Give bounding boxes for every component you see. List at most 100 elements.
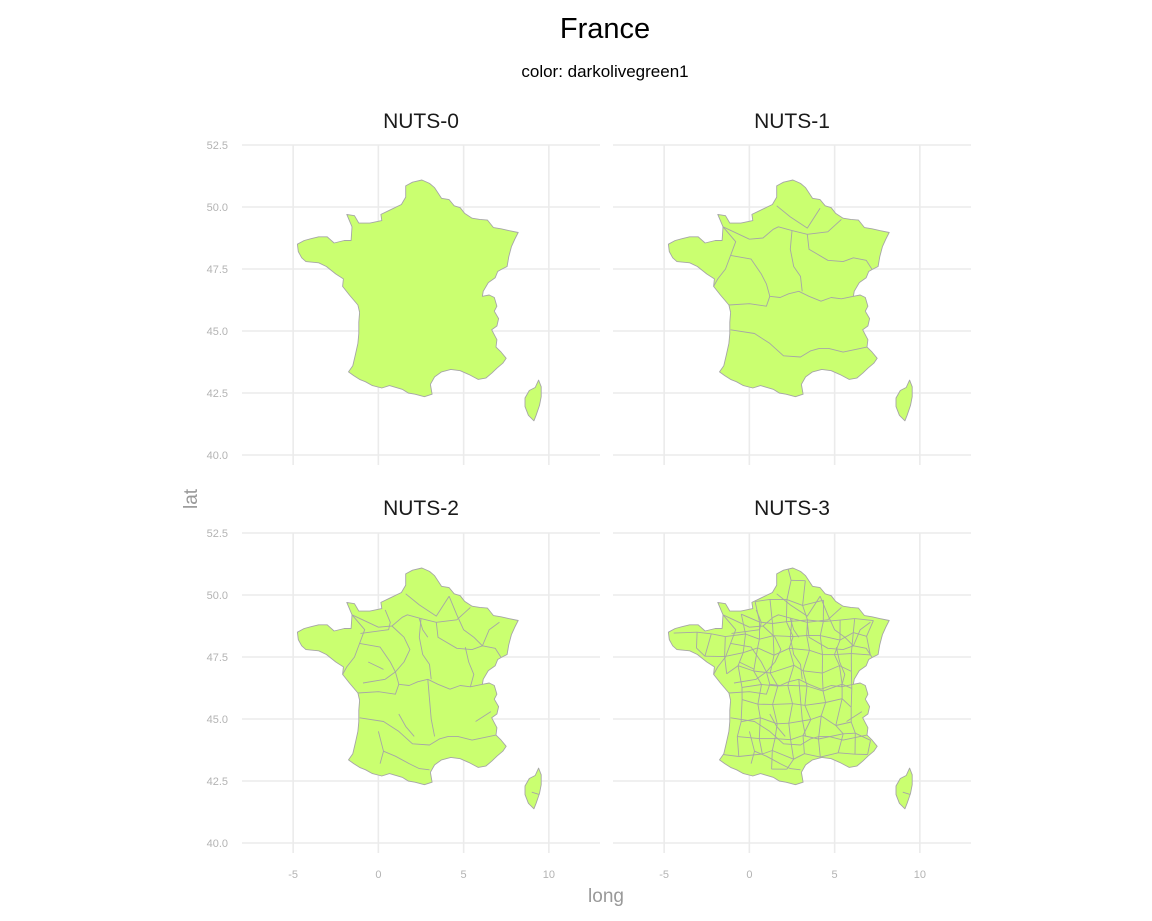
region-border bbox=[802, 670, 823, 674]
region-border bbox=[704, 633, 712, 657]
region-border bbox=[835, 725, 844, 735]
y-tick-label: 52.5 bbox=[207, 140, 228, 152]
region-border bbox=[753, 647, 759, 672]
corsica-region bbox=[524, 767, 542, 810]
region-border bbox=[810, 715, 822, 720]
region-border bbox=[802, 599, 824, 606]
region-border bbox=[761, 684, 778, 687]
region-border bbox=[737, 665, 743, 688]
region-border bbox=[820, 752, 839, 758]
region-border bbox=[730, 717, 868, 746]
region-border bbox=[777, 722, 789, 725]
facet-panel-nuts-1: NUTS-1 bbox=[613, 110, 971, 465]
x-tick-label: 5 bbox=[832, 869, 838, 881]
region-border bbox=[788, 648, 795, 666]
region-border bbox=[785, 599, 788, 622]
region-border bbox=[741, 613, 760, 623]
region-border bbox=[802, 735, 819, 740]
region-border bbox=[789, 618, 800, 638]
region-border bbox=[839, 665, 852, 672]
figure-subtitle: color: darkolivegreen1 bbox=[521, 62, 688, 81]
region-border bbox=[737, 652, 744, 666]
region-border bbox=[757, 647, 775, 656]
region-border bbox=[850, 632, 854, 654]
region-border bbox=[713, 614, 737, 675]
x-tick-label: 10 bbox=[914, 869, 926, 881]
region-border bbox=[806, 619, 808, 636]
region-border bbox=[723, 754, 739, 757]
region-border bbox=[759, 621, 773, 624]
region-border bbox=[427, 679, 436, 737]
region-border bbox=[804, 702, 826, 706]
region-border bbox=[730, 329, 868, 358]
region-border bbox=[790, 739, 795, 760]
region-border bbox=[838, 752, 856, 755]
region-border bbox=[804, 705, 812, 720]
facet-label: NUTS-3 bbox=[754, 497, 830, 520]
region-border bbox=[818, 738, 821, 758]
region-border bbox=[833, 639, 841, 655]
region-border bbox=[436, 607, 471, 623]
region-border bbox=[357, 684, 400, 695]
region-border bbox=[762, 750, 773, 755]
region-border bbox=[793, 635, 807, 638]
region-border bbox=[772, 621, 787, 624]
region-border bbox=[777, 684, 788, 687]
region-border bbox=[802, 605, 808, 621]
region-border bbox=[788, 703, 793, 724]
x-tick-label: 0 bbox=[375, 869, 381, 881]
mainland-region bbox=[667, 179, 890, 398]
region-border bbox=[786, 599, 803, 606]
region-border bbox=[725, 633, 746, 638]
region-border bbox=[852, 621, 871, 646]
region-border bbox=[822, 683, 843, 692]
region-border bbox=[740, 614, 746, 635]
region-border bbox=[785, 621, 794, 637]
region-border bbox=[741, 717, 761, 723]
region-border bbox=[820, 702, 827, 717]
regions bbox=[667, 179, 913, 422]
region-border bbox=[377, 731, 384, 764]
region-border bbox=[738, 753, 763, 757]
region-border bbox=[802, 719, 812, 736]
region-border bbox=[724, 636, 726, 657]
region-border bbox=[772, 685, 779, 705]
region-border bbox=[841, 698, 852, 708]
region-border bbox=[755, 598, 771, 603]
region-border bbox=[772, 703, 793, 705]
region-border bbox=[741, 699, 759, 705]
region-border bbox=[737, 736, 760, 740]
region-borders bbox=[713, 205, 873, 358]
region-border bbox=[774, 738, 791, 741]
facet-panel-nuts-0: NUTS-0 40.0 42.5 45.0 47.5 50.0 52.5 bbox=[207, 110, 600, 465]
region-border bbox=[790, 735, 804, 741]
region-borders bbox=[673, 569, 911, 796]
region-border bbox=[770, 664, 795, 674]
y-axis-title: lat bbox=[181, 488, 202, 509]
y-tick-label: 40.0 bbox=[207, 450, 228, 462]
region-border bbox=[841, 683, 852, 689]
regions bbox=[296, 179, 542, 422]
region-border bbox=[806, 234, 873, 270]
region-border bbox=[843, 732, 856, 735]
region-border bbox=[788, 636, 794, 649]
region-border bbox=[758, 738, 763, 755]
region-border bbox=[771, 750, 773, 770]
facet-label: NUTS-0 bbox=[383, 110, 459, 133]
region-border bbox=[342, 614, 366, 675]
region-border bbox=[840, 618, 855, 621]
region-border bbox=[475, 711, 492, 722]
region-border bbox=[786, 758, 794, 770]
region-border bbox=[793, 664, 804, 672]
region-border bbox=[772, 704, 778, 724]
y-tick-label: 42.5 bbox=[207, 776, 228, 788]
region-border bbox=[850, 688, 853, 708]
region-border bbox=[757, 639, 760, 648]
region-border bbox=[772, 623, 774, 636]
region-border bbox=[822, 691, 827, 703]
mainland-region bbox=[296, 179, 519, 398]
region-border bbox=[818, 733, 844, 740]
region-border bbox=[821, 673, 824, 692]
region-border bbox=[757, 684, 762, 705]
